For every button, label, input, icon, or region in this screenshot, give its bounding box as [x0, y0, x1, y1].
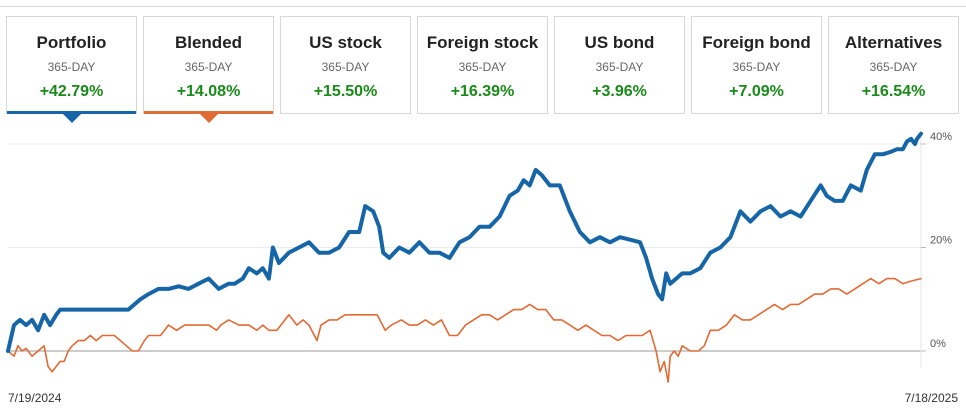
tab-return-value: +14.08%: [176, 83, 241, 100]
y-tick-label: 40%: [930, 131, 952, 143]
tab-return-value: +42.79%: [39, 83, 104, 100]
tab-period: 365-DAY: [47, 60, 96, 74]
x-axis-end-label: 7/18/2025: [904, 391, 958, 405]
tab-period: 365-DAY: [869, 60, 918, 74]
tab-label: Foreign bond: [702, 33, 811, 52]
tab-alternatives[interactable]: Alternatives 365-DAY +16.54%: [828, 16, 959, 114]
y-tick-label: 0%: [930, 338, 946, 350]
tab-return-value: +7.09%: [729, 83, 784, 100]
tab-period: 365-DAY: [458, 60, 507, 74]
y-tick-label: 20%: [930, 235, 952, 247]
tab-period: 365-DAY: [184, 60, 233, 74]
series-line-blended: [7, 277, 922, 383]
tab-label: US bond: [584, 33, 655, 52]
tab-label: Foreign stock: [426, 33, 539, 52]
selected-tab-pointer-icon: [62, 114, 81, 123]
tab-return-value: +3.96%: [592, 83, 647, 100]
tab-label: US stock: [309, 33, 382, 52]
tab-us-stock[interactable]: US stock 365-DAY +15.50%: [280, 16, 411, 114]
selected-tab-pointer-icon: [199, 114, 218, 123]
tab-period: 365-DAY: [321, 60, 370, 74]
asset-class-tabs: Portfolio 365-DAY +42.79% Blended 365-DAY +14…: [6, 16, 960, 123]
top-divider: [0, 6, 966, 7]
tab-blended[interactable]: Blended 365-DAY +14.08%: [143, 16, 274, 123]
tab-period: 365-DAY: [732, 60, 781, 74]
tab-label: Blended: [174, 33, 243, 52]
tab-return-value: +16.39%: [450, 83, 515, 100]
tab-portfolio[interactable]: Portfolio 365-DAY +42.79%: [6, 16, 137, 123]
tab-label: Alternatives: [844, 33, 943, 52]
series-line-portfolio: [6, 131, 923, 353]
tab-return-value: +16.54%: [861, 83, 926, 100]
tab-foreign-stock[interactable]: Foreign stock 365-DAY +16.39%: [417, 16, 548, 114]
tab-period: 365-DAY: [595, 60, 644, 74]
selected-tab-underline: [144, 111, 273, 114]
x-axis-start-label: 7/19/2024: [8, 391, 62, 405]
tab-return-value: +15.50%: [313, 83, 378, 100]
tab-label: Portfolio: [36, 33, 107, 52]
tab-foreign-bond[interactable]: Foreign bond 365-DAY +7.09%: [691, 16, 822, 114]
selected-tab-underline: [7, 111, 136, 114]
tab-us-bond[interactable]: US bond 365-DAY +3.96%: [554, 16, 685, 114]
